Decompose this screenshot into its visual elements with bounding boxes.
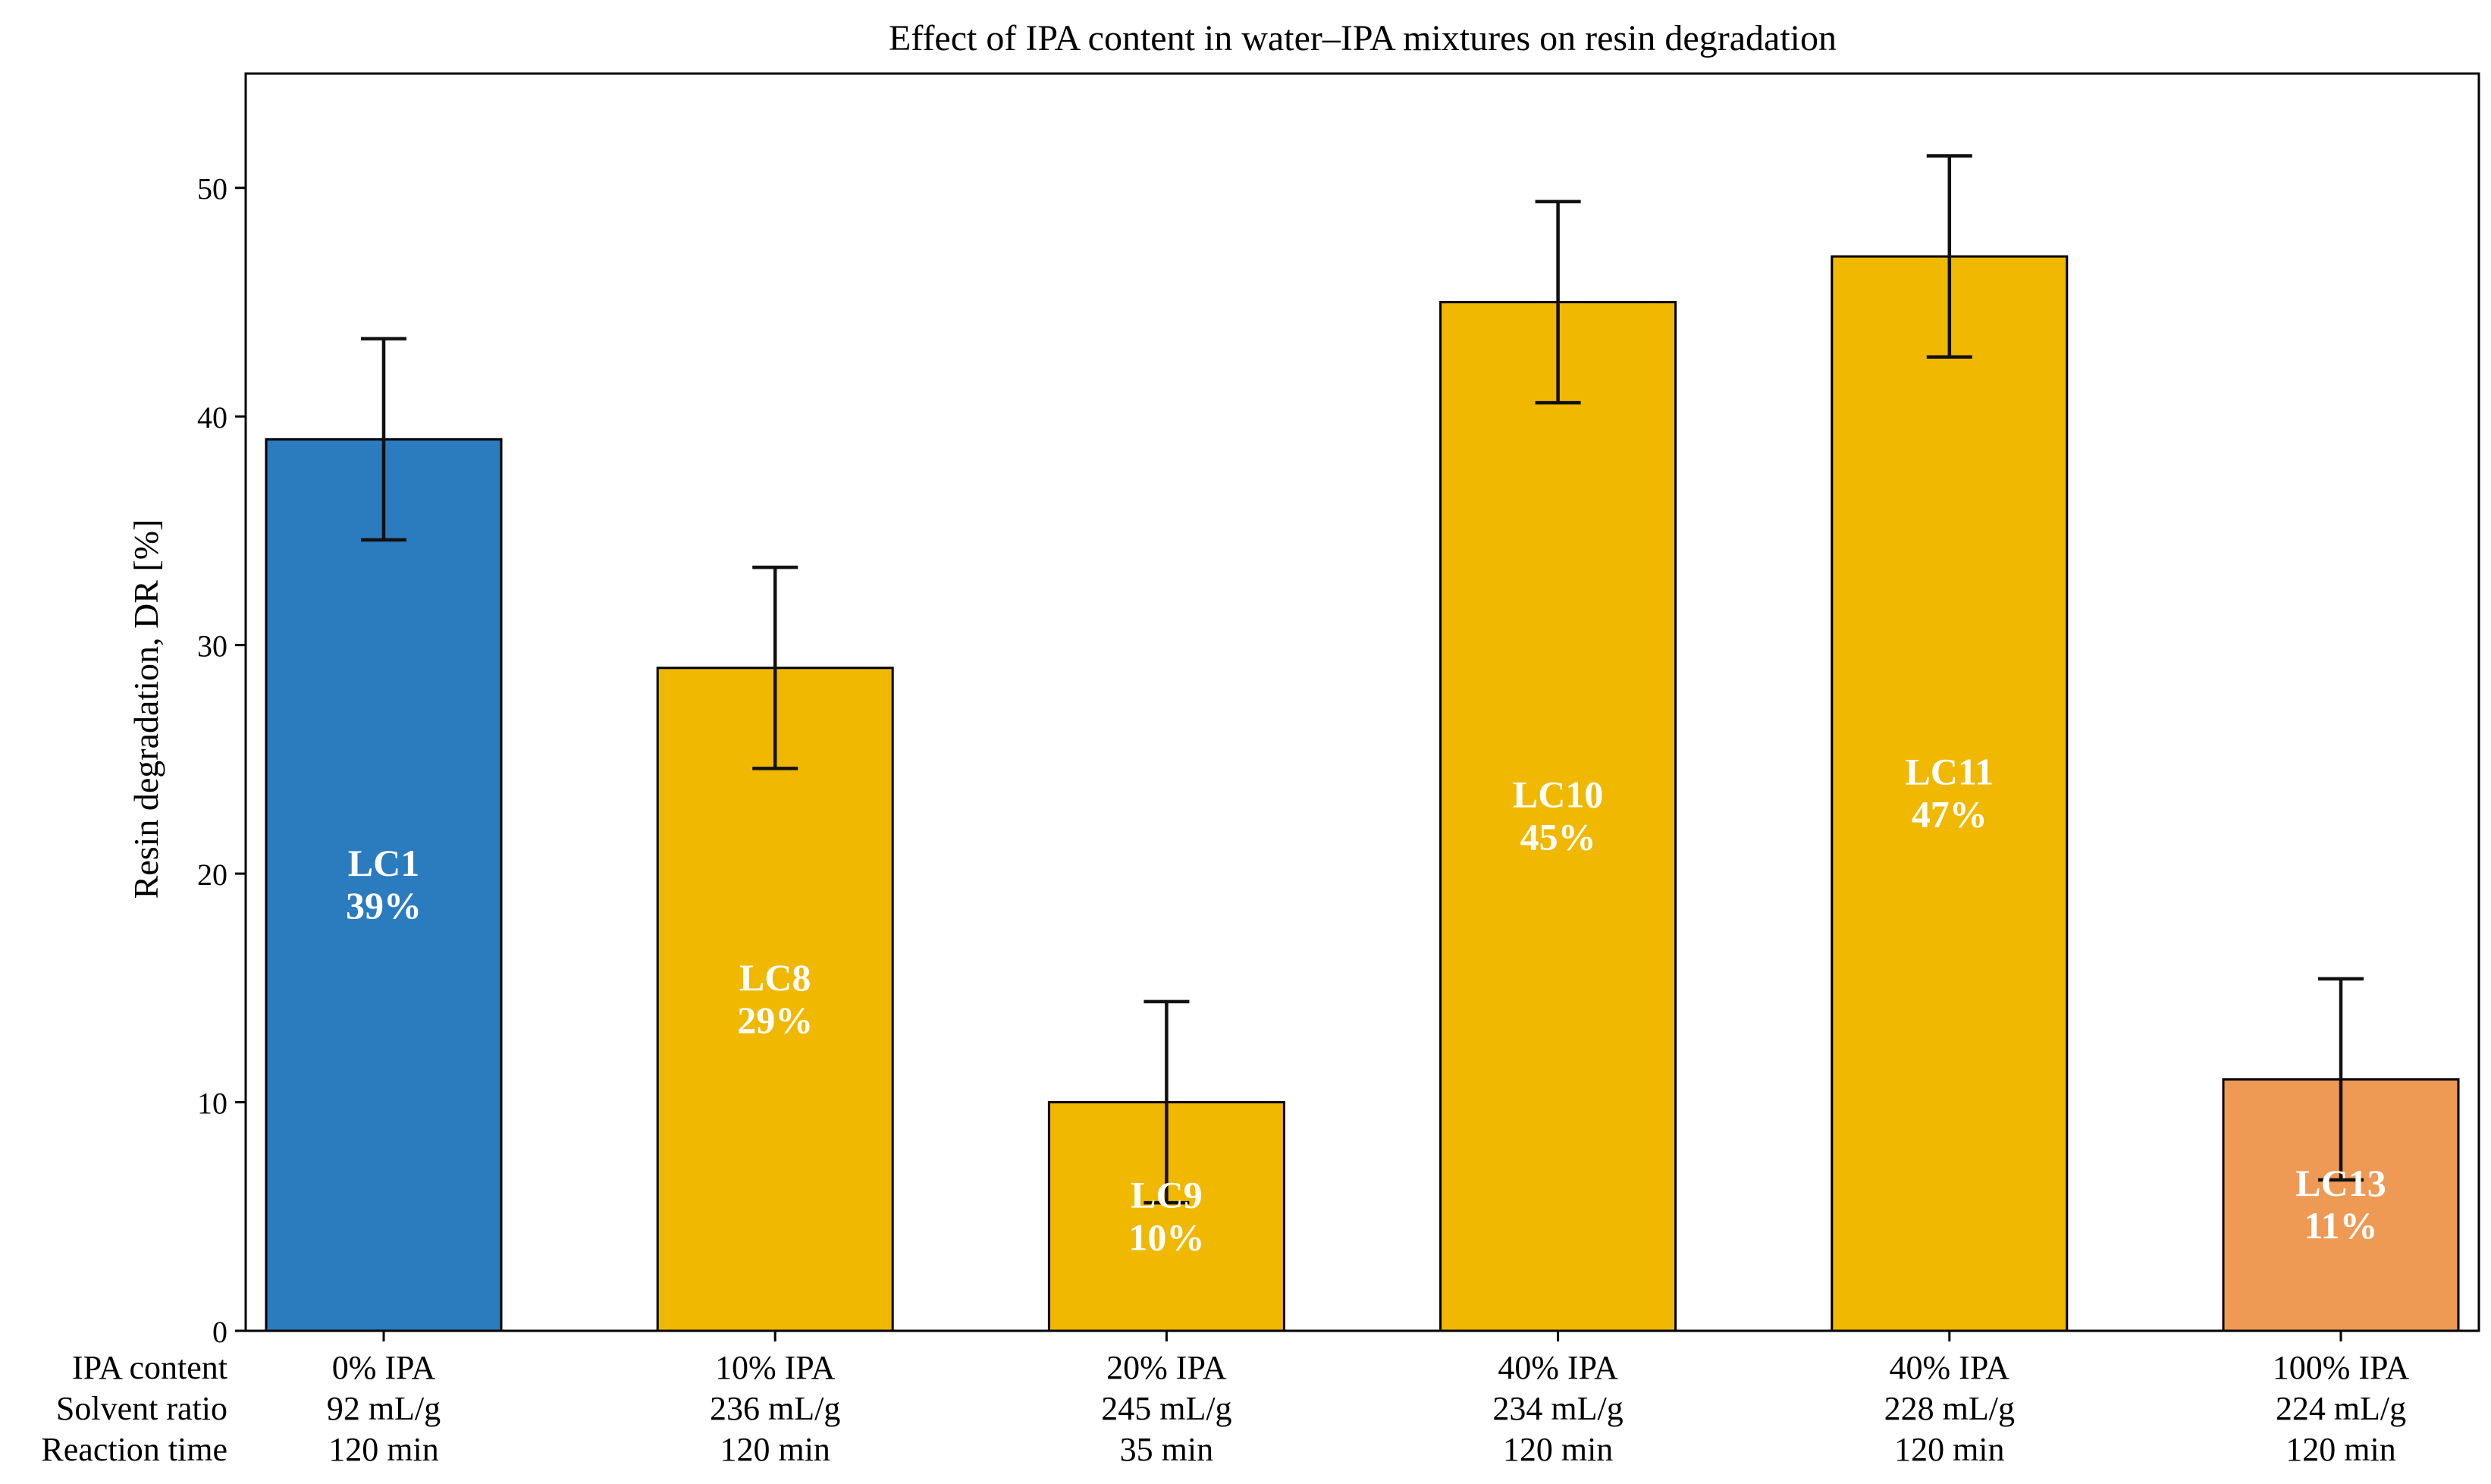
x-label-ipa: 40% IPA (1890, 1349, 2010, 1386)
bar-label-id: LC1 (348, 842, 419, 884)
x-label-ratio: 92 mL/g (327, 1390, 441, 1427)
y-axis-label: Resin degradation, DR [%] (127, 519, 165, 899)
bar-lc1 (265, 438, 503, 1332)
x-label-ipa: 0% IPA (332, 1349, 436, 1386)
x-label-ipa: 10% IPA (715, 1349, 836, 1386)
error-bar-lc13 (2318, 977, 2364, 1182)
bar-label-id: LC8 (739, 956, 811, 999)
y-tick-label: 40 (197, 400, 227, 435)
error-bar-lc11 (1926, 154, 1972, 359)
x-label-ratio: 224 mL/g (2276, 1390, 2406, 1427)
x-label-ratio: 245 mL/g (1101, 1390, 1231, 1427)
x-label-time: 120 min (720, 1431, 830, 1468)
y-tick-label: 0 (212, 1315, 227, 1349)
bar-lc11 (1831, 255, 2069, 1332)
bar-lc8 (656, 667, 894, 1332)
plot-frame (244, 72, 2480, 1332)
chart-title: Effect of IPA content in water–IPA mixtu… (889, 18, 1837, 58)
bar-label-id: LC13 (2295, 1162, 2386, 1204)
bar-label-id: LC11 (1905, 751, 1994, 793)
row-label: IPA content (72, 1349, 227, 1386)
y-tick-label: 30 (197, 629, 227, 664)
bar-label-value: 11% (2304, 1204, 2377, 1247)
bar-label-value: 45% (1520, 816, 1596, 858)
x-label-time: 120 min (1894, 1431, 2004, 1468)
x-label-ipa: 20% IPA (1106, 1349, 1227, 1386)
bar-label-value: 47% (1912, 793, 1987, 836)
x-label-time: 35 min (1120, 1431, 1213, 1468)
error-bar-lc1 (361, 337, 406, 542)
row-label: Reaction time (41, 1431, 227, 1468)
error-bar-lc8 (752, 565, 798, 770)
x-axis: 0% IPA 92 mL/g 120 min 10% IPA 236 mL/g 120 m… (327, 1331, 2410, 1468)
y-tick-label: 50 (197, 172, 227, 206)
bar-label-value: 10% (1128, 1216, 1204, 1258)
error-bar-lc9 (1144, 999, 1190, 1205)
bars-layer (265, 255, 2460, 1332)
bar-label-value: 29% (737, 999, 813, 1041)
error-bars-layer (361, 154, 2364, 1205)
x-label-ratio: 236 mL/g (710, 1390, 840, 1427)
x-label-time: 120 min (2286, 1431, 2395, 1468)
error-bar-lc10 (1535, 199, 1581, 405)
x-label-ratio: 228 mL/g (1884, 1390, 2015, 1427)
row-labels: IPA content Solvent ratio Reaction time (41, 1349, 227, 1468)
y-tick-label: 20 (197, 858, 227, 892)
x-label-ipa: 100% IPA (2273, 1349, 2410, 1386)
y-axis: 0 10 20 30 40 50 (197, 172, 246, 1349)
x-label-time: 120 min (328, 1431, 438, 1468)
x-label-ipa: 40% IPA (1498, 1349, 1618, 1386)
bar-label-id: LC9 (1131, 1173, 1202, 1216)
bar-label-value: 39% (346, 884, 422, 927)
x-label-time: 120 min (1503, 1431, 1613, 1468)
x-label-ratio: 234 mL/g (1492, 1390, 1623, 1427)
row-label: Solvent ratio (56, 1390, 227, 1427)
bar-lc10 (1439, 300, 1677, 1332)
y-tick-label: 10 (197, 1087, 227, 1121)
bar-label-id: LC10 (1513, 773, 1603, 816)
